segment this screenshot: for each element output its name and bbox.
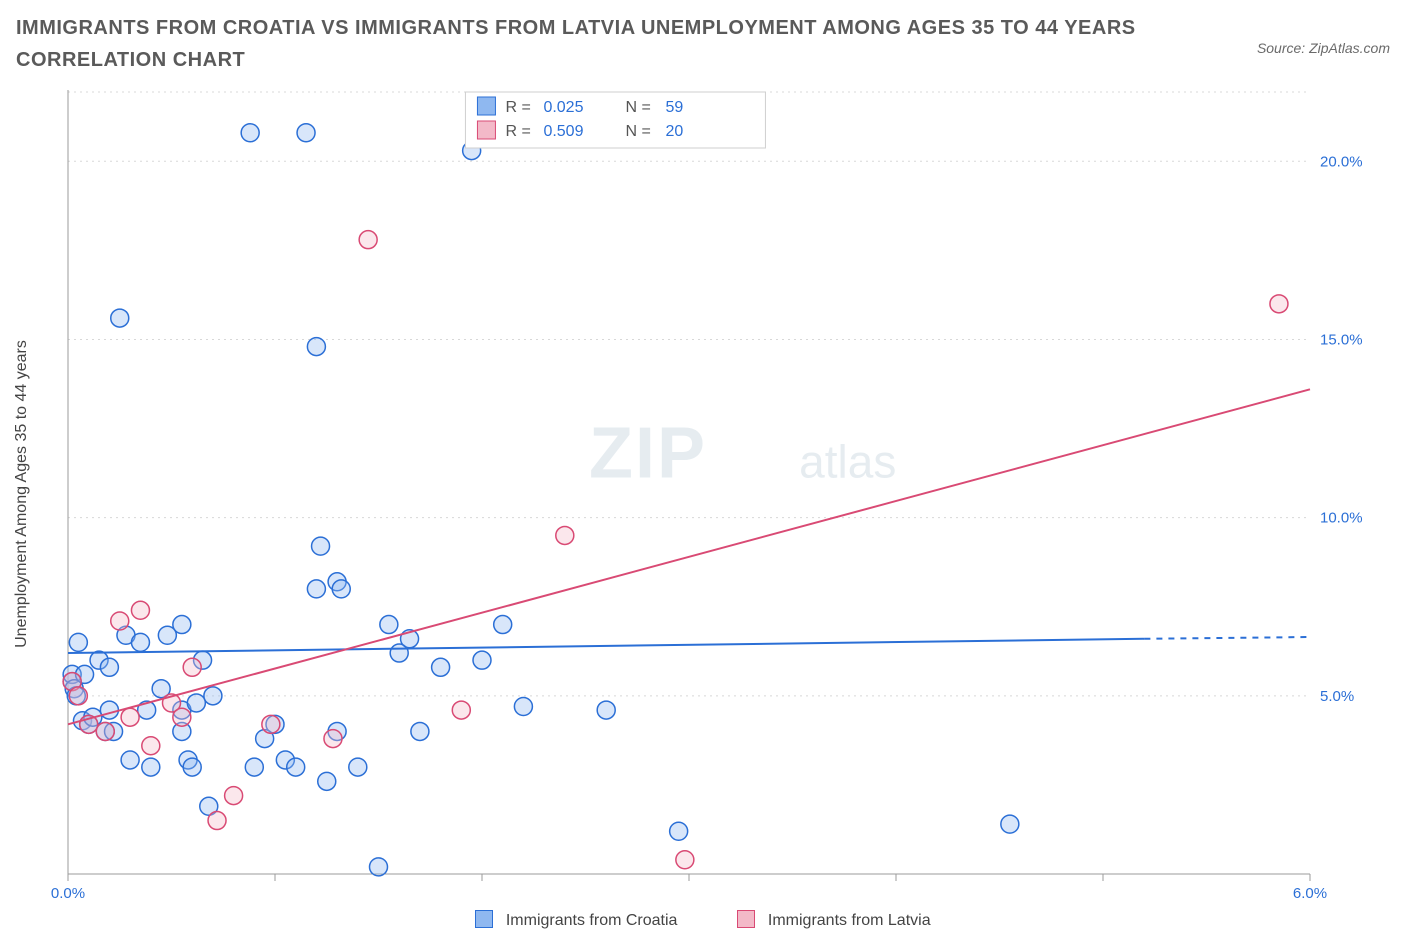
svg-text:0.025: 0.025: [543, 99, 583, 116]
chart-container: Unemployment Among Ages 35 to 44 years Z…: [16, 84, 1390, 904]
svg-text:R =: R =: [505, 99, 530, 116]
svg-text:atlas: atlas: [799, 436, 896, 488]
y-axis-label: Unemployment Among Ages 35 to 44 years: [13, 340, 31, 648]
svg-text:59: 59: [665, 99, 683, 116]
svg-text:0.509: 0.509: [543, 123, 583, 140]
legend-item-croatia: Immigrants from Croatia: [475, 910, 677, 930]
legend-label-latvia: Immigrants from Latvia: [768, 912, 931, 929]
svg-text:5.0%: 5.0%: [1320, 688, 1354, 705]
svg-text:0.0%: 0.0%: [51, 885, 85, 902]
bottom-legend: Immigrants from Croatia Immigrants from …: [16, 910, 1390, 930]
legend-swatch-croatia: [475, 910, 493, 928]
scatter-chart: ZIP atlas 0.0% 6.0% 5.0% 10.0% 15.0% 20.0% R = 0.…: [16, 84, 1390, 904]
svg-text:10.0%: 10.0%: [1320, 510, 1363, 527]
svg-text:ZIP: ZIP: [589, 414, 707, 494]
svg-text:N =: N =: [625, 123, 650, 140]
chart-title: IMMIGRANTS FROM CROATIA VS IMMIGRANTS FR…: [16, 12, 1136, 76]
legend-item-latvia: Immigrants from Latvia: [737, 910, 930, 930]
svg-text:R =: R =: [505, 123, 530, 140]
source-label: Source: ZipAtlas.com: [1257, 40, 1390, 56]
svg-text:15.0%: 15.0%: [1320, 331, 1363, 348]
legend-swatch-latvia: [737, 910, 755, 928]
legend-label-croatia: Immigrants from Croatia: [506, 912, 678, 929]
svg-text:20: 20: [665, 123, 683, 140]
svg-text:6.0%: 6.0%: [1293, 885, 1327, 902]
svg-text:20.0%: 20.0%: [1320, 153, 1363, 170]
svg-text:N =: N =: [625, 99, 650, 116]
